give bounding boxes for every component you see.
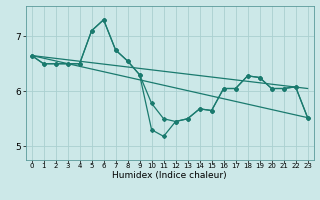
- X-axis label: Humidex (Indice chaleur): Humidex (Indice chaleur): [112, 171, 227, 180]
